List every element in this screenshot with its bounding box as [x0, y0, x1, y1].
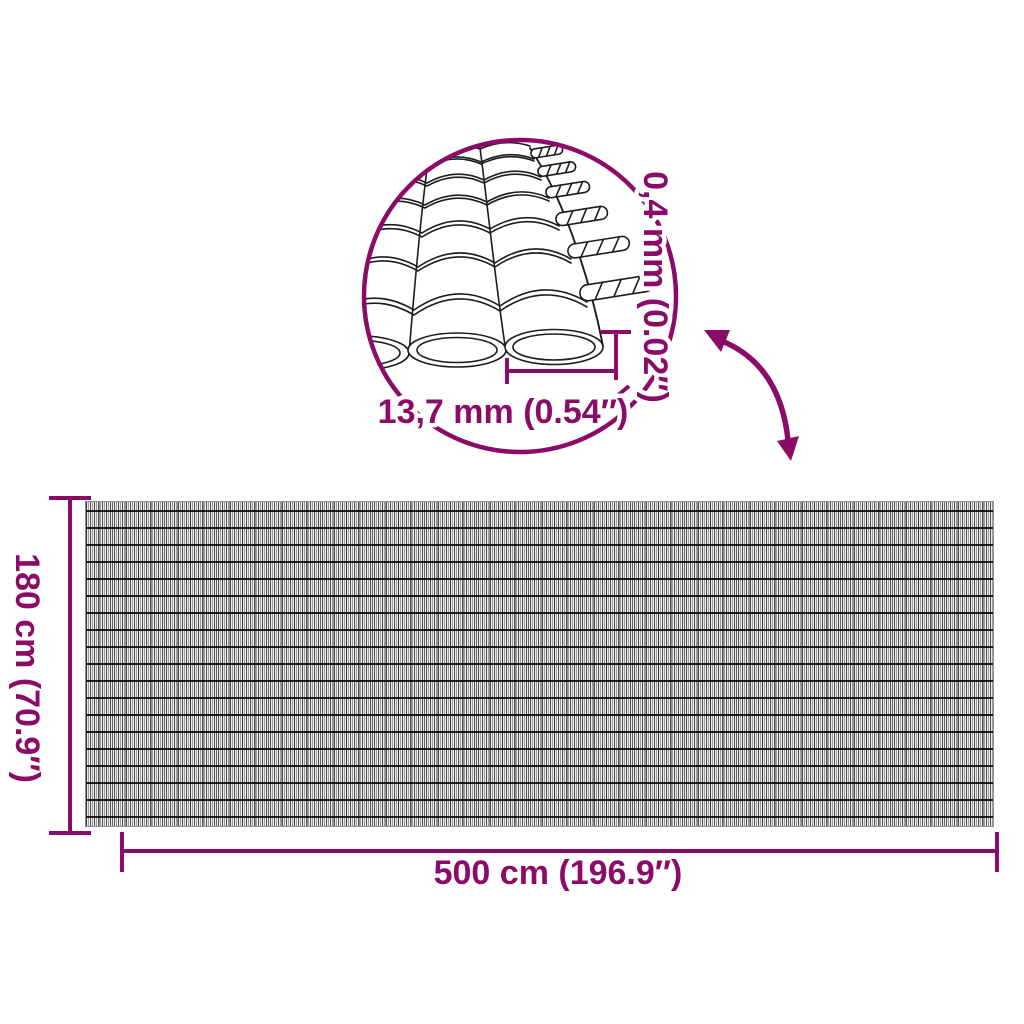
width-dimension: 500 cm (196.9″)	[120, 832, 999, 897]
height-dimension: 180 cm (70.9″)	[4, 496, 91, 835]
twisted-wire	[545, 180, 591, 199]
cane-cross-sections	[364, 328, 604, 371]
thickness-label: 0,4 mm (0.02″)	[636, 171, 674, 403]
rotation-arrow-icon	[704, 330, 799, 461]
twisted-wire	[555, 205, 609, 227]
twisted-wires	[530, 144, 654, 302]
bamboo-weave-art	[364, 141, 654, 371]
twisted-wire	[567, 235, 631, 259]
twisted-wire	[579, 274, 654, 302]
twisted-wire	[537, 161, 577, 178]
diameter-label: 13,7 mm (0.54″)	[378, 393, 629, 431]
bamboo-mat-image	[85, 501, 994, 827]
magnifier-circle	[361, 137, 679, 455]
width-label: 500 cm (196.9″)	[434, 854, 683, 892]
detail-magnifier: 0,4 mm (0.02″) 13,7 mm (0.54″)	[361, 137, 679, 455]
label-leader-line	[608, 384, 631, 404]
height-label: 180 cm (70.9″)	[8, 553, 46, 783]
diameter-dimension-marks	[505, 330, 631, 384]
width-dimension-line	[120, 832, 999, 872]
height-dimension-line	[49, 496, 91, 835]
